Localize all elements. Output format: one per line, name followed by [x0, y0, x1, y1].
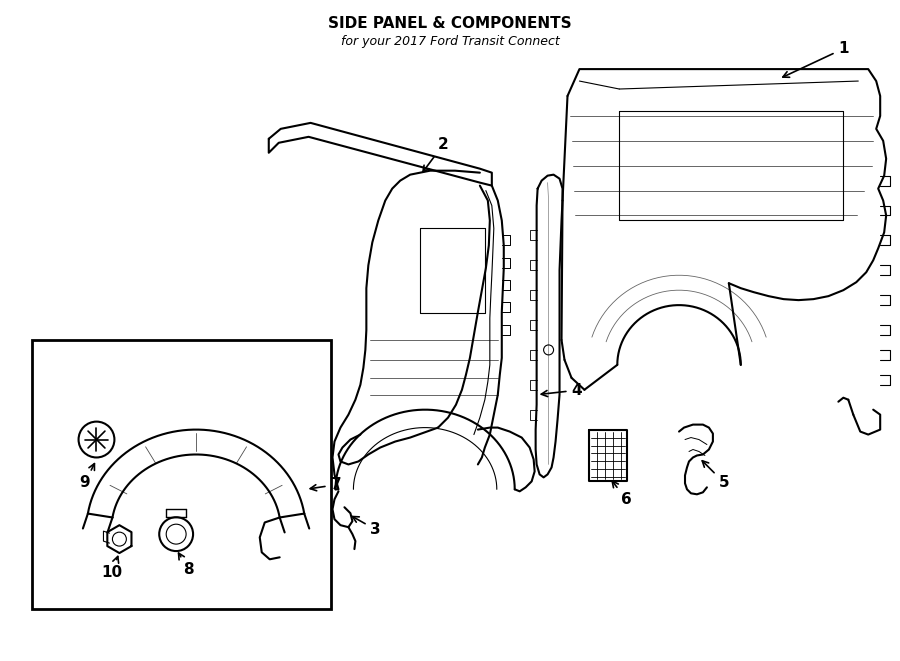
Text: 2: 2	[423, 137, 449, 172]
Text: for your 2017 Ford Transit Connect: for your 2017 Ford Transit Connect	[340, 35, 560, 48]
Text: 3: 3	[353, 516, 381, 537]
Text: 9: 9	[79, 463, 94, 490]
Text: 8: 8	[178, 553, 194, 577]
Bar	[32, 340, 330, 609]
Text: 5: 5	[702, 461, 730, 490]
Text: 10: 10	[102, 557, 122, 580]
Text: 6: 6	[612, 481, 632, 507]
Text: 4: 4	[541, 383, 582, 398]
Text: 1: 1	[783, 41, 849, 77]
Text: 7: 7	[310, 477, 341, 492]
Text: SIDE PANEL & COMPONENTS: SIDE PANEL & COMPONENTS	[328, 16, 572, 31]
